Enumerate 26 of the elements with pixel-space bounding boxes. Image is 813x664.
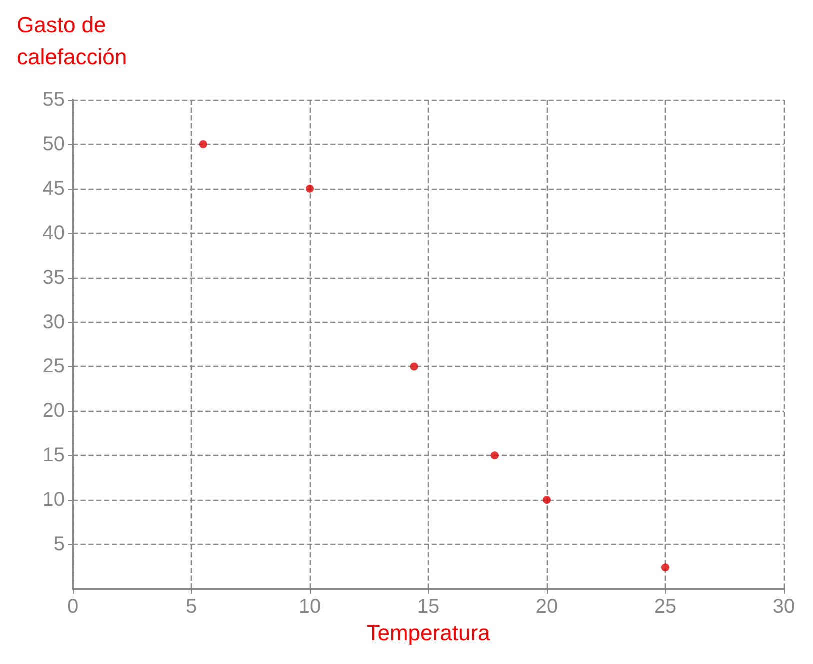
y-tick-label: 25 bbox=[42, 356, 65, 378]
x-tick-label: 10 bbox=[298, 596, 322, 618]
point bbox=[410, 362, 418, 371]
y-tick-label: 55 bbox=[42, 89, 65, 111]
point bbox=[306, 184, 314, 193]
y-axis-title: Gasto de calefacción bbox=[17, 12, 128, 70]
y-tick-label: 30 bbox=[42, 311, 65, 334]
y-tick-label: 35 bbox=[42, 266, 65, 289]
point bbox=[199, 140, 208, 148]
x-tick-label: 20 bbox=[536, 596, 558, 618]
x-tick-label: 5 bbox=[186, 596, 198, 618]
y-tick-label: 45 bbox=[42, 178, 65, 200]
y-tick-label: 50 bbox=[42, 133, 65, 156]
point bbox=[490, 452, 499, 460]
x-tick-label: 25 bbox=[654, 596, 677, 618]
x-tick-label: 0 bbox=[67, 596, 79, 618]
y-tick-label: 20 bbox=[42, 400, 65, 422]
y-tick-label: 10 bbox=[42, 489, 65, 512]
point bbox=[662, 564, 670, 572]
x-tick-label: 15 bbox=[417, 596, 440, 618]
y-tick-label: 15 bbox=[42, 444, 65, 467]
y-tick-label: 5 bbox=[54, 534, 65, 556]
x-axis-title: Temperatura bbox=[366, 620, 492, 646]
x-tick-label: 30 bbox=[772, 596, 796, 618]
point bbox=[543, 496, 551, 504]
y-tick-label: 40 bbox=[42, 222, 65, 244]
